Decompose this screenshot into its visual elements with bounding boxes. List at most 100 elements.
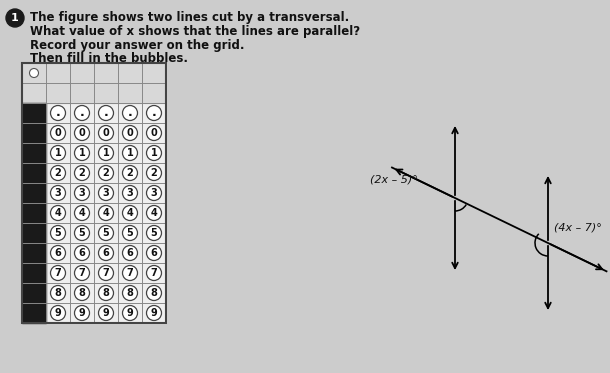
Circle shape — [74, 206, 90, 220]
Text: 3: 3 — [102, 188, 109, 198]
Circle shape — [51, 226, 65, 241]
Text: 4: 4 — [151, 208, 157, 218]
Circle shape — [98, 266, 113, 280]
Text: 5: 5 — [102, 228, 109, 238]
Text: 6: 6 — [55, 248, 62, 258]
Circle shape — [146, 166, 162, 181]
Circle shape — [98, 305, 113, 320]
Text: Record your answer on the grid.: Record your answer on the grid. — [30, 38, 245, 51]
Text: What value of x shows that the lines are parallel?: What value of x shows that the lines are… — [30, 25, 360, 38]
Text: 8: 8 — [102, 288, 109, 298]
Bar — [22, 63, 166, 323]
Text: 7: 7 — [55, 268, 62, 278]
Text: 8: 8 — [151, 288, 157, 298]
Circle shape — [29, 69, 38, 78]
Text: 4: 4 — [102, 208, 109, 218]
Circle shape — [6, 9, 24, 27]
Circle shape — [51, 305, 65, 320]
Text: 7: 7 — [151, 268, 157, 278]
Circle shape — [74, 145, 90, 160]
Circle shape — [51, 206, 65, 220]
Text: .: . — [104, 107, 109, 119]
Text: 4: 4 — [55, 208, 62, 218]
Circle shape — [74, 305, 90, 320]
Circle shape — [146, 206, 162, 220]
Circle shape — [98, 145, 113, 160]
Text: 1: 1 — [55, 148, 62, 158]
Circle shape — [98, 106, 113, 120]
Text: .: . — [127, 107, 132, 119]
Circle shape — [123, 245, 137, 260]
Text: 4: 4 — [79, 208, 85, 218]
Circle shape — [51, 106, 65, 120]
Text: 0: 0 — [79, 128, 85, 138]
Circle shape — [74, 166, 90, 181]
Text: 2: 2 — [127, 168, 134, 178]
Circle shape — [123, 226, 137, 241]
Circle shape — [146, 245, 162, 260]
Text: 0: 0 — [55, 128, 62, 138]
Text: 1: 1 — [127, 148, 134, 158]
Circle shape — [146, 145, 162, 160]
Circle shape — [146, 266, 162, 280]
Text: 8: 8 — [79, 288, 85, 298]
Circle shape — [74, 266, 90, 280]
Circle shape — [146, 226, 162, 241]
Circle shape — [123, 266, 137, 280]
Circle shape — [51, 125, 65, 141]
Text: 7: 7 — [79, 268, 85, 278]
Circle shape — [123, 106, 137, 120]
Text: 3: 3 — [127, 188, 134, 198]
Text: 5: 5 — [151, 228, 157, 238]
Circle shape — [51, 145, 65, 160]
Text: 9: 9 — [102, 308, 109, 318]
Text: The figure shows two lines cut by a transversal.: The figure shows two lines cut by a tran… — [30, 10, 350, 23]
Circle shape — [98, 166, 113, 181]
Text: 0: 0 — [102, 128, 109, 138]
Circle shape — [146, 285, 162, 301]
Circle shape — [51, 266, 65, 280]
Circle shape — [74, 185, 90, 201]
Circle shape — [51, 285, 65, 301]
Text: .: . — [80, 107, 84, 119]
Circle shape — [146, 125, 162, 141]
Text: 6: 6 — [102, 248, 109, 258]
Circle shape — [123, 125, 137, 141]
Circle shape — [74, 106, 90, 120]
Circle shape — [51, 166, 65, 181]
Text: 9: 9 — [79, 308, 85, 318]
Text: 1: 1 — [79, 148, 85, 158]
Text: 9: 9 — [55, 308, 62, 318]
Circle shape — [98, 245, 113, 260]
Circle shape — [74, 245, 90, 260]
Circle shape — [123, 285, 137, 301]
Circle shape — [51, 245, 65, 260]
Text: 8: 8 — [54, 288, 62, 298]
Circle shape — [98, 125, 113, 141]
Bar — [22, 63, 166, 323]
Circle shape — [123, 145, 137, 160]
Text: 7: 7 — [127, 268, 134, 278]
Circle shape — [98, 185, 113, 201]
Text: 2: 2 — [79, 168, 85, 178]
Text: 6: 6 — [79, 248, 85, 258]
Text: 4: 4 — [127, 208, 134, 218]
Bar — [22, 103, 46, 323]
Text: 2: 2 — [55, 168, 62, 178]
Text: 3: 3 — [151, 188, 157, 198]
Text: 3: 3 — [79, 188, 85, 198]
Text: 6: 6 — [151, 248, 157, 258]
Text: 0: 0 — [151, 128, 157, 138]
Circle shape — [123, 305, 137, 320]
Bar — [22, 63, 166, 103]
Circle shape — [123, 166, 137, 181]
Circle shape — [98, 226, 113, 241]
Text: (4x – 7)°: (4x – 7)° — [554, 223, 602, 233]
Circle shape — [146, 305, 162, 320]
Circle shape — [51, 185, 65, 201]
Text: 7: 7 — [102, 268, 109, 278]
Text: 2: 2 — [102, 168, 109, 178]
Text: 8: 8 — [126, 288, 134, 298]
Text: 1: 1 — [11, 13, 19, 23]
Circle shape — [146, 185, 162, 201]
